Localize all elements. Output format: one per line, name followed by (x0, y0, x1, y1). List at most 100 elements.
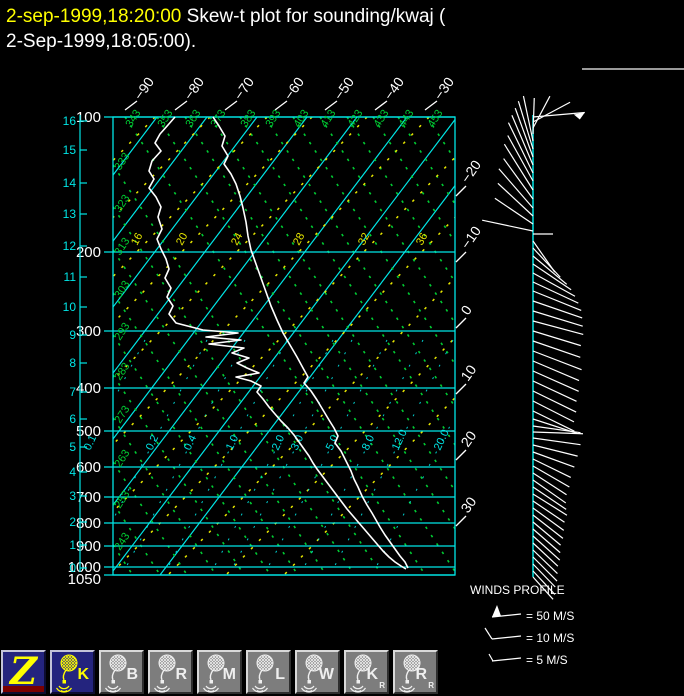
station-button-site-b[interactable]: B (99, 650, 144, 694)
wind-barb (532, 549, 558, 575)
wind-profile (482, 95, 585, 600)
wind-barb (532, 556, 558, 582)
wind-barb (532, 272, 576, 297)
wind-barb (507, 122, 534, 174)
moist-adiabat-labels: 16 20 24 28 32 36 (129, 231, 430, 247)
radiosonde-balloon-icon (154, 654, 176, 693)
top-temp-label: −40 (380, 74, 407, 103)
pressure-label: 200 (76, 244, 101, 261)
station-button-site-m[interactable]: M (197, 650, 242, 694)
winds-legend: WINDS PROFILE = 50 M/S = 10 M/S = 5 M/S (470, 583, 574, 667)
mixing-ratio-label: 2.0 (270, 433, 287, 452)
wind-barb (482, 219, 534, 232)
logo-z-glyph: Z (9, 649, 37, 693)
dry-adiabat-top-label: 393 (263, 108, 283, 130)
wind-barb (532, 98, 535, 135)
wind-barb (532, 528, 561, 554)
wind-barb (507, 135, 534, 182)
wind-barb (532, 360, 580, 382)
height-km-label: 14 (63, 176, 77, 190)
plot-title: 2-sep-1999,18:20:00 Skew-t plot for soun… (6, 4, 606, 54)
winds-legend-title: WINDS PROFILE (470, 583, 565, 597)
radiosonde-balloon-icon (105, 654, 127, 693)
wind-barb (532, 263, 572, 291)
right-temp-label: 30 (457, 494, 479, 516)
wind-barb (503, 143, 534, 191)
station-button-site-l[interactable]: L (246, 650, 291, 694)
top-temp-label: −50 (330, 74, 357, 103)
wind-barb (532, 576, 554, 600)
title-text: Skew-t plot for sounding/kwaj ( (181, 6, 446, 27)
wind-barb (532, 380, 577, 402)
top-temp-label: −70 (230, 74, 257, 103)
height-km-label: 3 (69, 489, 76, 503)
pressure-label: 700 (76, 489, 101, 506)
station-button-site-w[interactable]: W (295, 650, 340, 694)
station-letter: K (77, 666, 89, 683)
wind-barb (517, 101, 534, 150)
top-temp-label: −90 (130, 74, 157, 103)
wind-barb (532, 458, 572, 478)
winds-legend-label: = 50 M/S (526, 609, 574, 623)
wind-barb (532, 444, 578, 457)
winds-legend-label: = 10 M/S (526, 631, 574, 645)
dry-adiabat-top-label: 453 (425, 108, 445, 130)
wind-barb (532, 570, 556, 595)
wind-barb (532, 514, 564, 539)
top-temp-label: −30 (430, 74, 457, 103)
wind-barb (532, 370, 579, 392)
logo-button[interactable]: Z (1, 649, 46, 694)
dry-adiabat-top-label: 403 (291, 108, 311, 130)
wind-barb (532, 340, 581, 358)
wind-barb (532, 95, 551, 129)
wind-barb (532, 320, 584, 336)
wind-barb (532, 410, 575, 432)
dry-adiabat-left-label: 293 (112, 321, 132, 343)
wind-barb (532, 111, 585, 118)
wind-barb (532, 493, 568, 516)
wind-barb (532, 431, 583, 435)
height-km-label: 11 (64, 270, 77, 284)
wind-barb (532, 350, 582, 371)
moist-adiabat-label: 20 (174, 231, 190, 247)
radiosonde-balloon-icon (350, 654, 372, 693)
dry-adiabat-top-label: 343 (123, 108, 143, 130)
station-letter: R (415, 666, 427, 683)
height-km-label: 9 (69, 328, 76, 342)
height-km-label: 7 (69, 385, 76, 399)
height-km-label: 1 (69, 538, 76, 552)
station-button-site-k[interactable]: K (50, 650, 95, 694)
wind-barb (532, 486, 567, 510)
wind-barb (511, 115, 534, 166)
mixing-ratio-label: 3.0 (289, 433, 306, 452)
pressure-label: 400 (76, 380, 101, 397)
station-letter: R (175, 666, 187, 683)
wind-barb (532, 563, 556, 588)
temperature-trace (212, 116, 409, 569)
pressure-label: 1050 (68, 571, 101, 588)
dry-adiabat-left-label: 273 (112, 404, 132, 426)
title-timestamp: 2-sep-1999,18:20:00 (6, 6, 182, 27)
wind-barb (532, 255, 568, 285)
wind-barb (532, 437, 581, 446)
radiosonde-balloon-icon (399, 654, 421, 693)
moist-adiabat-label: 16 (129, 231, 145, 247)
moist-adiabat-label: 28 (291, 231, 307, 247)
height-km-label: 12 (63, 239, 77, 253)
right-temp-label: −10 (457, 223, 484, 252)
dry-adiabat-top-label: 433 (371, 108, 391, 130)
dewpoint-trace (148, 116, 407, 570)
wind-barb (532, 247, 561, 278)
right-temp-label: 20 (457, 428, 479, 450)
pressure-label: 900 (76, 538, 101, 555)
mixing-ratio-label: 0.4 (182, 433, 199, 452)
dry-adiabat-left-label: 303 (112, 279, 132, 301)
station-button-site-r[interactable]: R (148, 650, 193, 694)
dry-adiabat-top-label: 383 (238, 108, 258, 130)
wind-barb (522, 95, 534, 142)
